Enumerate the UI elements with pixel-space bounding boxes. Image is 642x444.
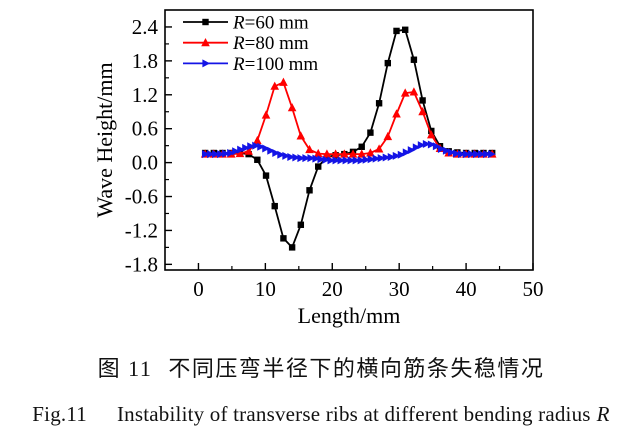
x-axis: 0 10 20 30 40 50 Length/mm	[193, 263, 544, 328]
y-tick-label: -1.8	[125, 252, 158, 276]
caption-chinese: 图 11 不同压弯半径下的横向筋条失稳情况	[0, 351, 642, 383]
y-tick-label: -0.6	[125, 185, 158, 209]
y-tick-label: 1.8	[132, 49, 158, 73]
plot-border	[164, 9, 534, 271]
legend-label: R=60 mm	[232, 13, 309, 34]
line-chart: 0 10 20 30 40 50 Length/mm -1.8 -1.2 -0.6 0.0 0.6 1.…	[92, 9, 544, 328]
legend-label: R=100 mm	[232, 54, 318, 75]
y-tick-label: 0.0	[132, 151, 158, 175]
y-tick-label: 1.2	[132, 83, 158, 107]
legend-item-3: R=100 mm	[183, 54, 318, 75]
caption-en-variable: R	[596, 402, 610, 426]
x-tick-label: 30	[389, 277, 410, 301]
x-tick-label: 40	[456, 277, 477, 301]
legend: R=60 mmR=80 mmR=100 mm	[183, 13, 318, 75]
y-axis: -1.8 -1.2 -0.6 0.0 0.6 1.2 1.8 2.4 Wave Height/m…	[92, 15, 172, 276]
y-tick-label: 0.6	[132, 117, 158, 141]
series-R100mm	[202, 139, 496, 165]
x-tick-label: 10	[255, 277, 276, 301]
y-tick-label: 2.4	[132, 15, 159, 39]
caption-en-text: Instability of transverse ribs at differ…	[116, 402, 591, 426]
legend-item-1: R=60 mm	[183, 13, 309, 34]
x-tick-label: 50	[523, 277, 544, 301]
caption-zh-text: 不同压弯半径下的横向筋条失稳情况	[168, 356, 545, 381]
caption-en-label: Fig.11	[32, 402, 87, 426]
x-axis-title: Length/mm	[298, 303, 401, 328]
y-axis-title: Wave Height/mm	[92, 62, 117, 217]
x-tick-label: 20	[322, 277, 343, 301]
caption-english: Fig.11 Instability of transverse ribs at …	[0, 402, 642, 427]
legend-item-2: R=80 mm	[183, 33, 309, 54]
legend-label: R=80 mm	[232, 33, 309, 54]
caption-zh-label: 图 11	[97, 356, 153, 381]
x-tick-label: 0	[193, 277, 204, 301]
y-tick-label: -1.2	[125, 218, 158, 242]
